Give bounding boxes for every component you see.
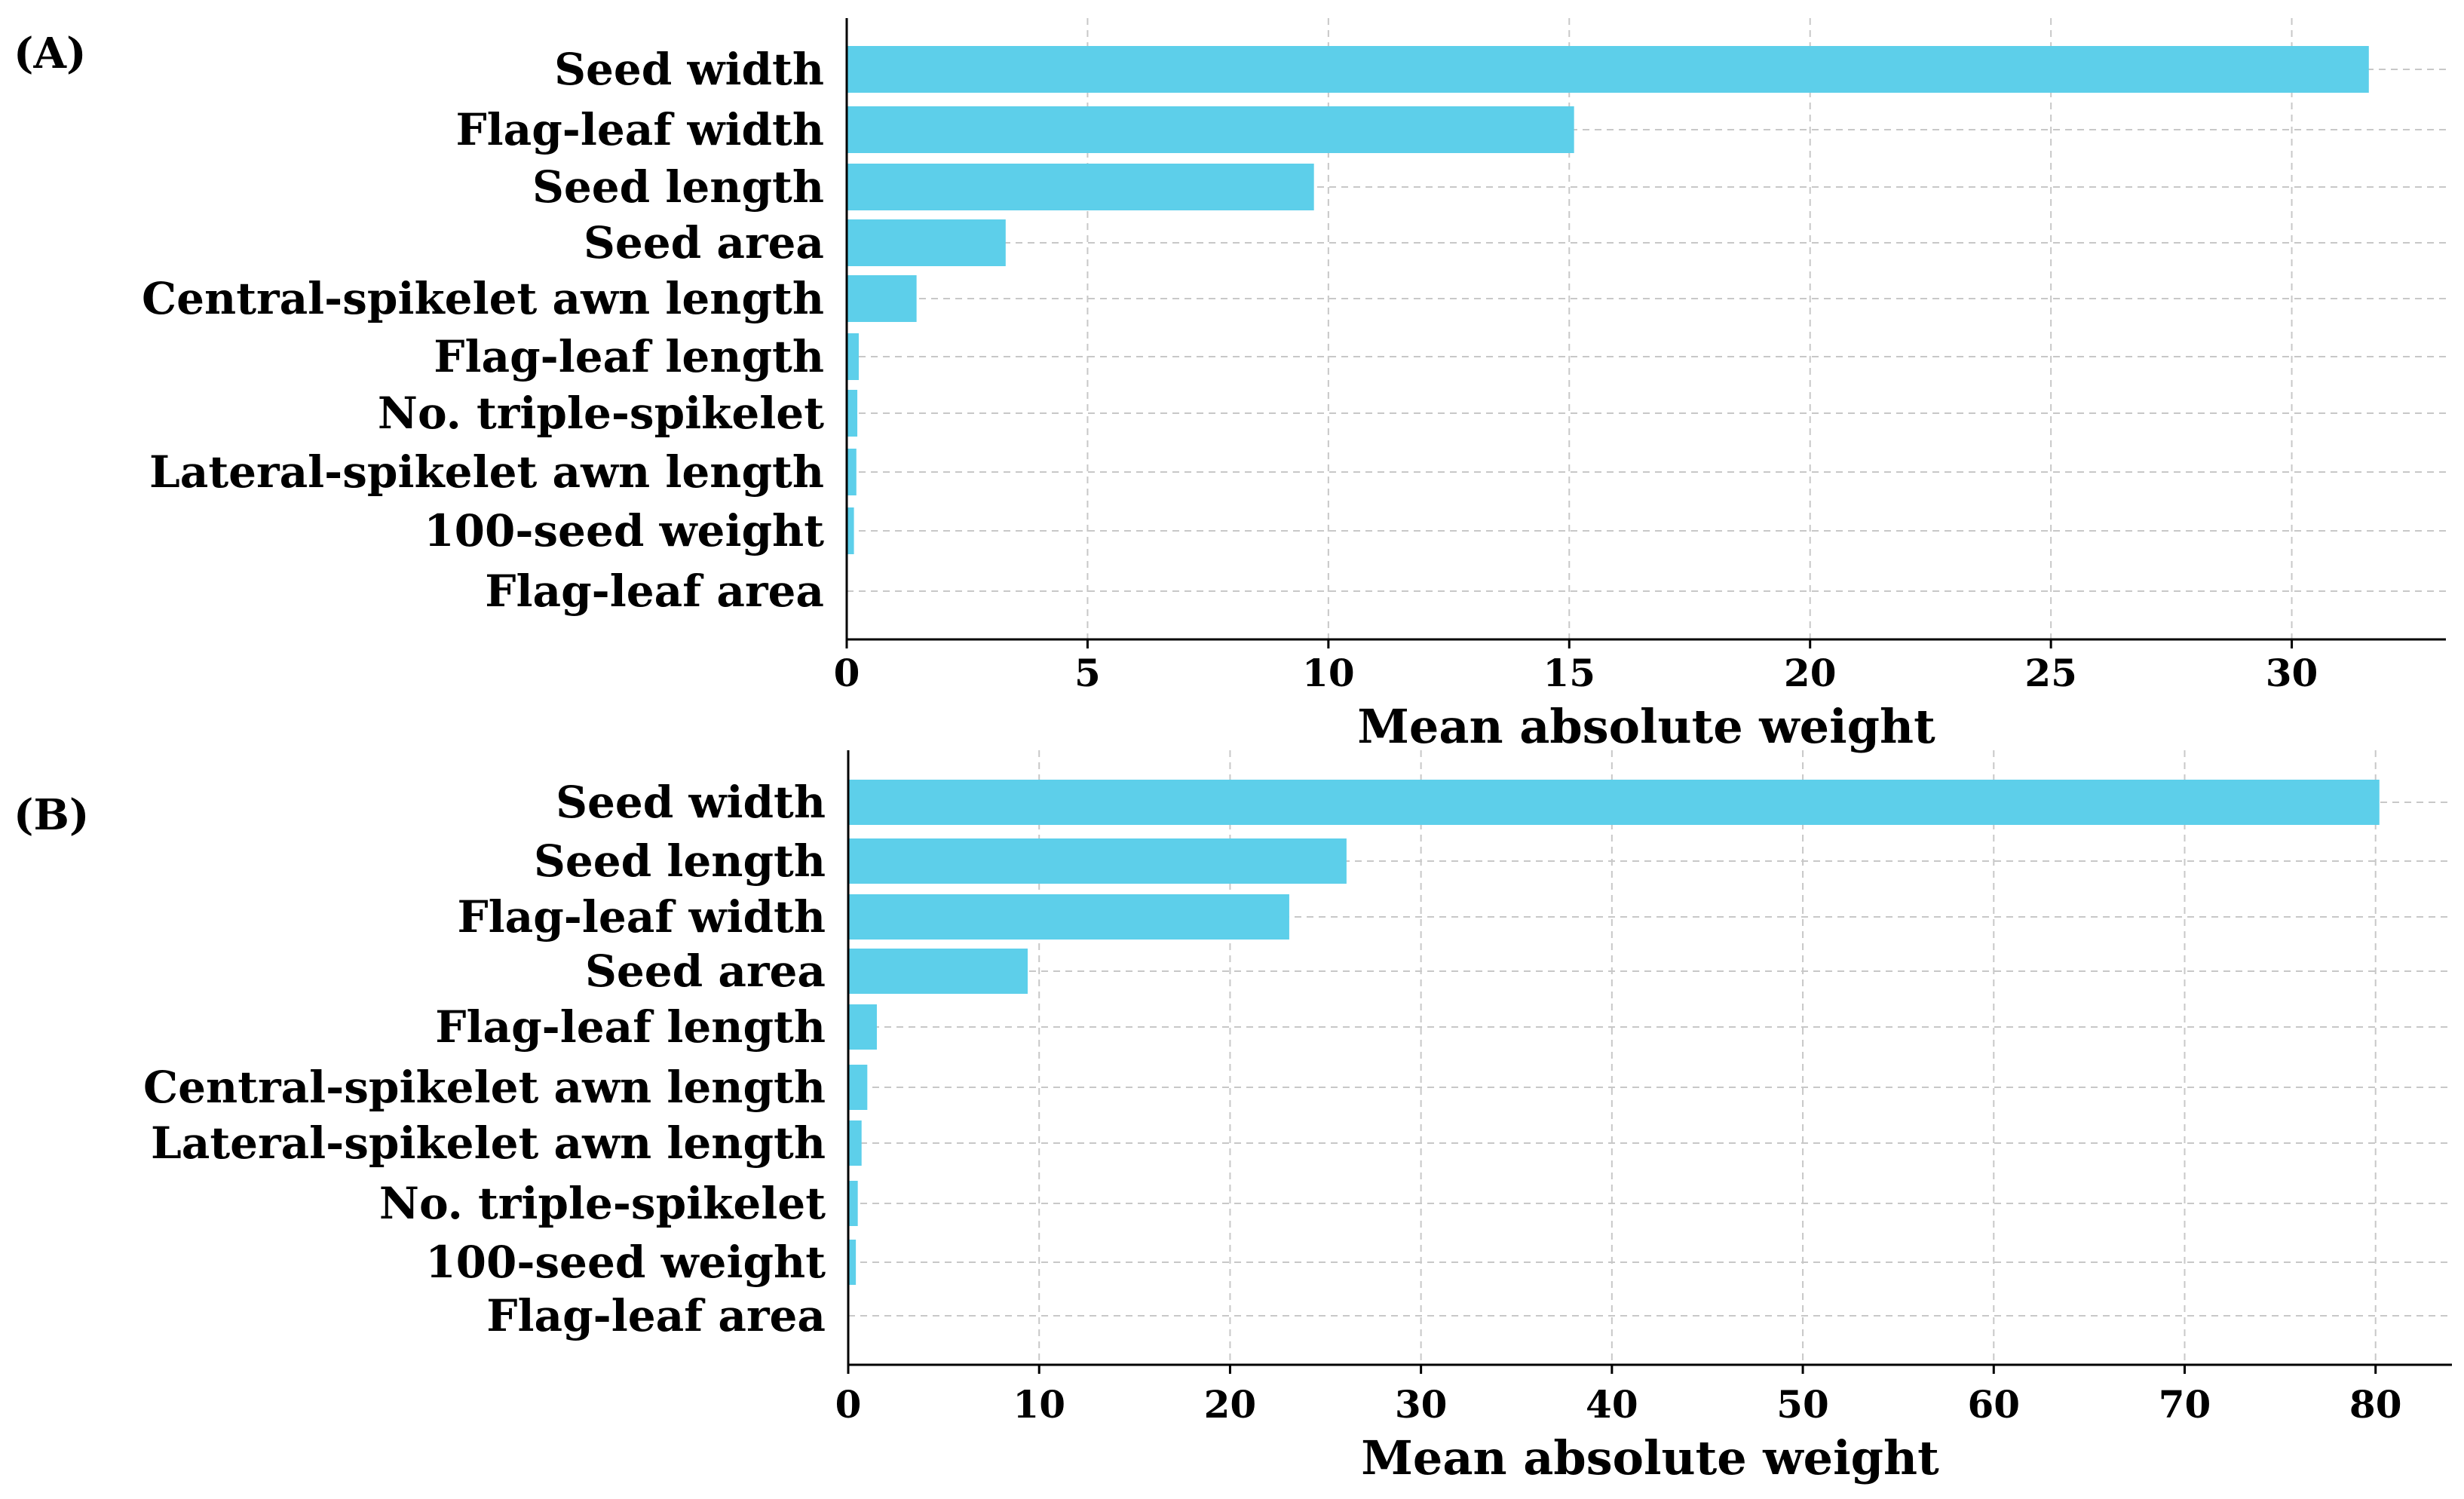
category-label: Flag-leaf area xyxy=(486,1290,826,1341)
category-label: Seed width xyxy=(556,777,826,828)
category-label: Central-spikelet awn length xyxy=(143,1062,826,1113)
bar xyxy=(848,1120,862,1166)
bar xyxy=(848,1004,877,1050)
bar xyxy=(847,390,858,437)
bar xyxy=(847,507,854,554)
bar xyxy=(847,333,859,380)
x-tick-label: 5 xyxy=(1074,651,1101,695)
bar xyxy=(847,164,1314,210)
category-label: Seed length xyxy=(532,161,824,213)
x-tick-label: 70 xyxy=(2159,1382,2211,1427)
x-tick-label: 30 xyxy=(2266,651,2318,695)
category-label: No. triple-spikelet xyxy=(378,388,824,439)
x-tick-label: 60 xyxy=(1967,1382,2020,1427)
category-label: Flag-leaf area xyxy=(485,566,824,617)
x-tick-label: 20 xyxy=(1204,1382,1257,1427)
category-label: 100-seed weight xyxy=(425,1237,826,1288)
bar xyxy=(847,449,857,495)
bar xyxy=(848,838,1347,884)
panel-a: Seed width Flag-leaf width Seed lengthSeed… xyxy=(14,18,2446,754)
x-tick-label: 30 xyxy=(1395,1382,1448,1427)
category-label: Flag-leaf length xyxy=(434,331,824,382)
category-label: Seed length xyxy=(534,835,826,887)
x-axis-title: Mean absolute weight xyxy=(1361,1430,1939,1485)
category-label: Central-spikelet awn length xyxy=(142,273,824,324)
x-tick-label: 15 xyxy=(1543,651,1595,695)
x-tick-label: 0 xyxy=(834,651,860,695)
x-tick-label: 20 xyxy=(1784,651,1837,695)
bar xyxy=(848,894,1289,940)
category-label: Seed area xyxy=(584,217,824,268)
bar xyxy=(847,219,1006,266)
category-label: Seed width xyxy=(554,44,824,95)
x-tick-label: 50 xyxy=(1776,1382,1829,1427)
x-tick-label: 40 xyxy=(1586,1382,1638,1427)
x-tick-label: 10 xyxy=(1302,651,1355,695)
category-label: Seed area xyxy=(585,946,826,997)
bar xyxy=(848,1065,868,1110)
category-label: Flag-leaf length xyxy=(435,1001,826,1053)
x-tick-label: 25 xyxy=(2024,651,2077,695)
x-tick-label: 10 xyxy=(1013,1382,1065,1427)
category-label: Lateral-spikelet awn length xyxy=(151,1117,826,1169)
category-label: No. triple-spikelet xyxy=(379,1178,826,1229)
bar xyxy=(847,106,1574,153)
bar xyxy=(848,949,1028,994)
category-label: Flag-leaf width xyxy=(455,104,824,155)
category-label: Lateral-spikelet awn length xyxy=(149,446,824,498)
panel-label: (B) xyxy=(14,790,89,840)
category-label: 100-seed weight xyxy=(424,505,824,556)
bar xyxy=(848,1240,857,1285)
bar xyxy=(847,46,2369,93)
x-tick-label: 80 xyxy=(2349,1382,2402,1427)
x-tick-label: 0 xyxy=(835,1382,862,1427)
bar xyxy=(847,275,917,322)
panel-label: (A) xyxy=(14,29,86,78)
bar xyxy=(848,1181,858,1226)
bar xyxy=(848,780,2380,825)
x-axis-title: Mean absolute weight xyxy=(1357,699,1935,754)
category-label: Flag-leaf width xyxy=(457,891,826,943)
